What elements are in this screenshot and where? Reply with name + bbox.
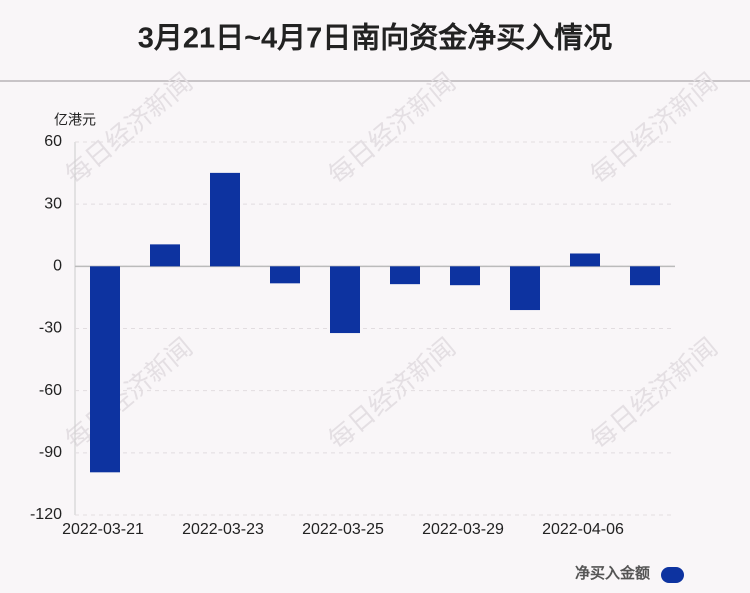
y-tick-label: 60 xyxy=(44,133,62,150)
bar xyxy=(210,172,240,267)
y-tick-label: 30 xyxy=(44,195,62,212)
y-axis-label: 亿港元 xyxy=(54,112,96,128)
bar xyxy=(570,253,600,267)
x-tick-label: 2022-03-23 xyxy=(182,521,264,538)
x-tick-label: 2022-03-29 xyxy=(422,521,504,538)
bar xyxy=(450,266,480,286)
bar xyxy=(330,266,360,334)
bar xyxy=(390,266,420,285)
y-tick-label: -30 xyxy=(39,320,62,337)
y-tick-label: -60 xyxy=(39,382,62,399)
chart-title: 3月21日~4月7日南向资金净买入情况 xyxy=(138,21,613,55)
x-tick-label: 2022-04-06 xyxy=(542,521,624,538)
x-tick-label: 2022-03-21 xyxy=(62,521,144,538)
bar xyxy=(510,266,540,311)
legend-swatch xyxy=(661,567,684,583)
bar xyxy=(90,266,120,473)
bar xyxy=(630,266,660,286)
y-tick-label: 0 xyxy=(53,258,62,275)
bar xyxy=(150,244,180,267)
legend-label: 净买入金额 xyxy=(575,564,650,582)
x-tick-label: 2022-03-25 xyxy=(302,521,384,538)
bar xyxy=(270,266,300,284)
y-tick-label: -120 xyxy=(30,506,62,523)
y-tick-label: -90 xyxy=(39,444,62,461)
